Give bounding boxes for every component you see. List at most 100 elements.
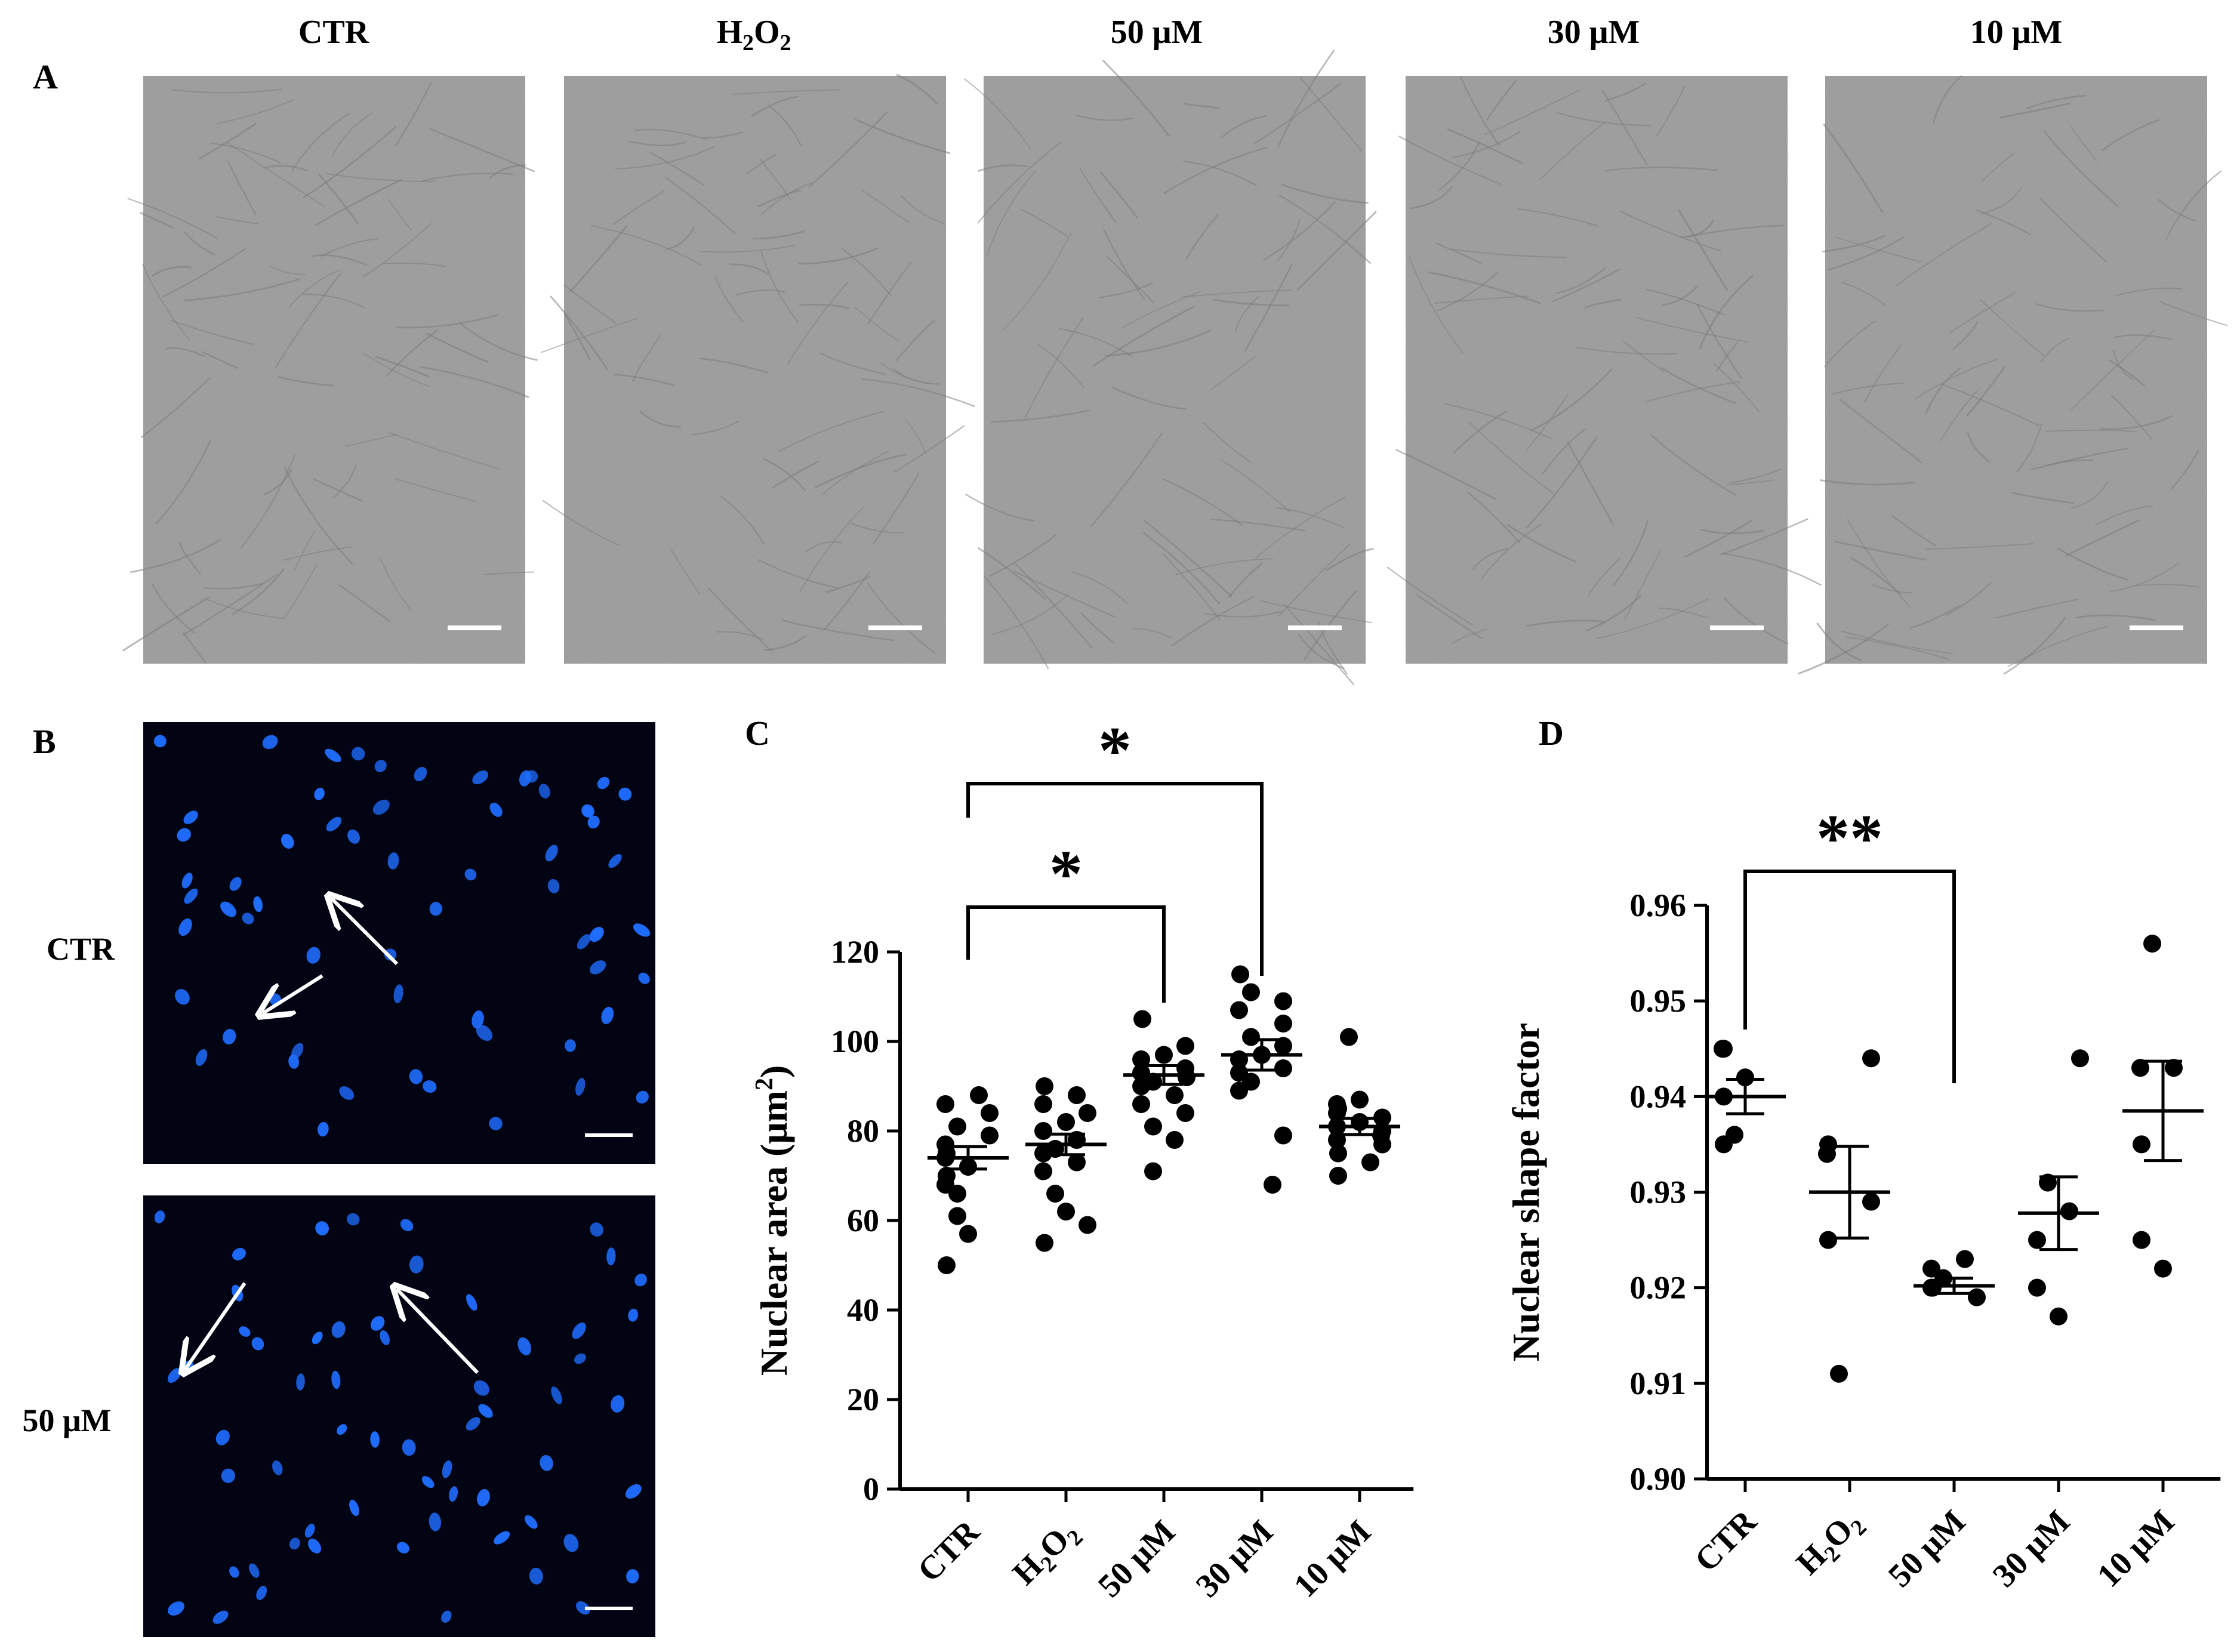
nucleus xyxy=(374,760,387,772)
nucleus xyxy=(346,1213,360,1226)
arrow-indicator xyxy=(185,1282,247,1370)
arrow-indicator xyxy=(397,1289,479,1374)
x-tick-label-10m: 10 μM xyxy=(2090,1503,2182,1594)
data-point xyxy=(1079,1216,1096,1234)
nucleus xyxy=(442,1460,452,1478)
fluorescence-50um xyxy=(143,1195,655,1637)
nucleus xyxy=(380,1330,390,1345)
panel-label-a: A xyxy=(33,57,58,96)
nucleus xyxy=(184,888,198,904)
data-point xyxy=(1329,1144,1347,1163)
data-point xyxy=(1144,1162,1162,1181)
data-point xyxy=(948,1185,966,1203)
data-point xyxy=(1862,1192,1880,1211)
data-point xyxy=(1155,1046,1173,1064)
nucleus xyxy=(220,901,236,917)
data-point xyxy=(1036,1234,1053,1252)
nucleus xyxy=(177,828,191,842)
y-tick-label: 20 xyxy=(847,1382,879,1417)
x-tick-label-50m: 50 μM xyxy=(1091,1513,1182,1604)
y-tick-label: 120 xyxy=(831,934,879,970)
nucleus xyxy=(477,1488,490,1507)
nucleus xyxy=(625,1484,642,1499)
nucleus xyxy=(178,918,192,936)
nucleus xyxy=(326,816,342,831)
x-tick-label-50m: 50 μM xyxy=(1881,1503,1973,1594)
nucleus xyxy=(540,1455,553,1471)
y-tick-label: 0.96 xyxy=(1630,887,1687,923)
nucleus xyxy=(249,1563,260,1578)
nucleus xyxy=(370,1431,380,1448)
micrograph-50um xyxy=(963,50,1377,686)
x-tick-label-30m: 30 μM xyxy=(1986,1503,2077,1594)
nucleus xyxy=(429,1512,442,1531)
nucleus xyxy=(251,1337,264,1351)
nucleus xyxy=(315,1221,329,1235)
nucleus xyxy=(494,1531,510,1545)
y-tick-label: 0 xyxy=(863,1471,879,1507)
nucleus xyxy=(312,1332,323,1345)
data-point xyxy=(2154,1259,2172,1278)
data-point xyxy=(2133,1135,2150,1154)
y-axis-label: Nuclear area (μm2) xyxy=(751,1065,795,1376)
nucleus xyxy=(421,1476,435,1488)
data-point xyxy=(2133,1231,2150,1249)
nucleus xyxy=(215,1429,230,1446)
nucleus xyxy=(638,972,650,984)
data-point xyxy=(1736,1068,1754,1087)
nucleus xyxy=(597,776,610,790)
x-tick-label-ctr: CTR xyxy=(911,1513,987,1589)
nucleus xyxy=(423,1080,437,1093)
nucleus xyxy=(545,845,558,862)
panel-a-micrographs xyxy=(122,50,2228,686)
x-tick-label-30m: 30 μM xyxy=(1189,1513,1280,1604)
data-point xyxy=(1274,992,1292,1010)
data-point xyxy=(1264,1176,1281,1194)
nucleus xyxy=(519,770,531,787)
nucleus xyxy=(572,1322,586,1339)
x-tick-label-h2o2: H2O2 xyxy=(1006,1513,1088,1595)
nucleus xyxy=(563,1534,579,1552)
nucleus xyxy=(195,1049,208,1066)
micrograph-h2o2 xyxy=(541,73,975,664)
data-point xyxy=(1034,1122,1052,1140)
nucleus xyxy=(565,1039,576,1052)
nucleus xyxy=(242,913,254,924)
nucleus xyxy=(325,748,341,763)
nucleus xyxy=(384,948,397,961)
nucleus xyxy=(429,902,442,916)
nucleus xyxy=(618,787,632,801)
nucleus xyxy=(339,1086,355,1100)
data-point xyxy=(1034,1162,1052,1181)
nucleus xyxy=(449,1486,458,1502)
nucleus xyxy=(307,1539,322,1554)
data-point xyxy=(2060,1202,2078,1220)
nucleus xyxy=(409,1069,423,1084)
data-point xyxy=(2071,1049,2089,1068)
nucleus xyxy=(517,1337,531,1355)
data-point xyxy=(2050,1307,2068,1326)
nucleus xyxy=(318,1121,329,1137)
nucleus xyxy=(489,802,503,817)
nucleus xyxy=(590,960,606,975)
nucleus xyxy=(466,1417,480,1431)
nucleus xyxy=(168,1601,184,1616)
nucleus xyxy=(551,1386,562,1404)
y-axis-label: Nuclear shape factor xyxy=(1505,1023,1547,1362)
nucleus xyxy=(212,1610,229,1624)
micrograph-10um xyxy=(1797,75,2228,675)
nucleus xyxy=(154,1210,165,1223)
x-tick-label-ctr: CTR xyxy=(1688,1503,1764,1579)
micrograph-30um xyxy=(1386,76,1822,664)
nucleus xyxy=(575,1077,586,1096)
nucleus xyxy=(221,1468,235,1483)
data-point xyxy=(1340,1028,1358,1046)
data-point xyxy=(1178,1068,1196,1086)
nucleus xyxy=(181,873,193,889)
nucleus xyxy=(153,735,167,748)
data-point xyxy=(1230,1081,1248,1100)
nucleus xyxy=(387,852,399,870)
fluorescence-ctr xyxy=(143,722,655,1164)
row-label-ctr: CTR xyxy=(47,931,115,967)
